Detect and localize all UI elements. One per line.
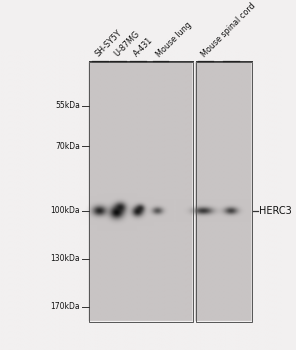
Text: 170kDa: 170kDa (51, 302, 80, 311)
Bar (89, 62, 193, 322)
Bar (89, 62, 193, 322)
Text: 70kDa: 70kDa (55, 142, 80, 150)
Text: Mouse lung: Mouse lung (154, 20, 193, 58)
Text: 130kDa: 130kDa (51, 254, 80, 263)
Text: A-431: A-431 (132, 36, 155, 58)
Text: SH-SY5Y: SH-SY5Y (94, 28, 124, 58)
Text: Mouse spinal cord: Mouse spinal cord (199, 1, 257, 58)
Text: HERC3: HERC3 (259, 205, 292, 216)
Bar (196, 62, 252, 322)
Text: U-87MG: U-87MG (112, 29, 141, 58)
Text: 55kDa: 55kDa (55, 101, 80, 110)
Bar (196, 62, 252, 322)
Text: 100kDa: 100kDa (51, 206, 80, 215)
